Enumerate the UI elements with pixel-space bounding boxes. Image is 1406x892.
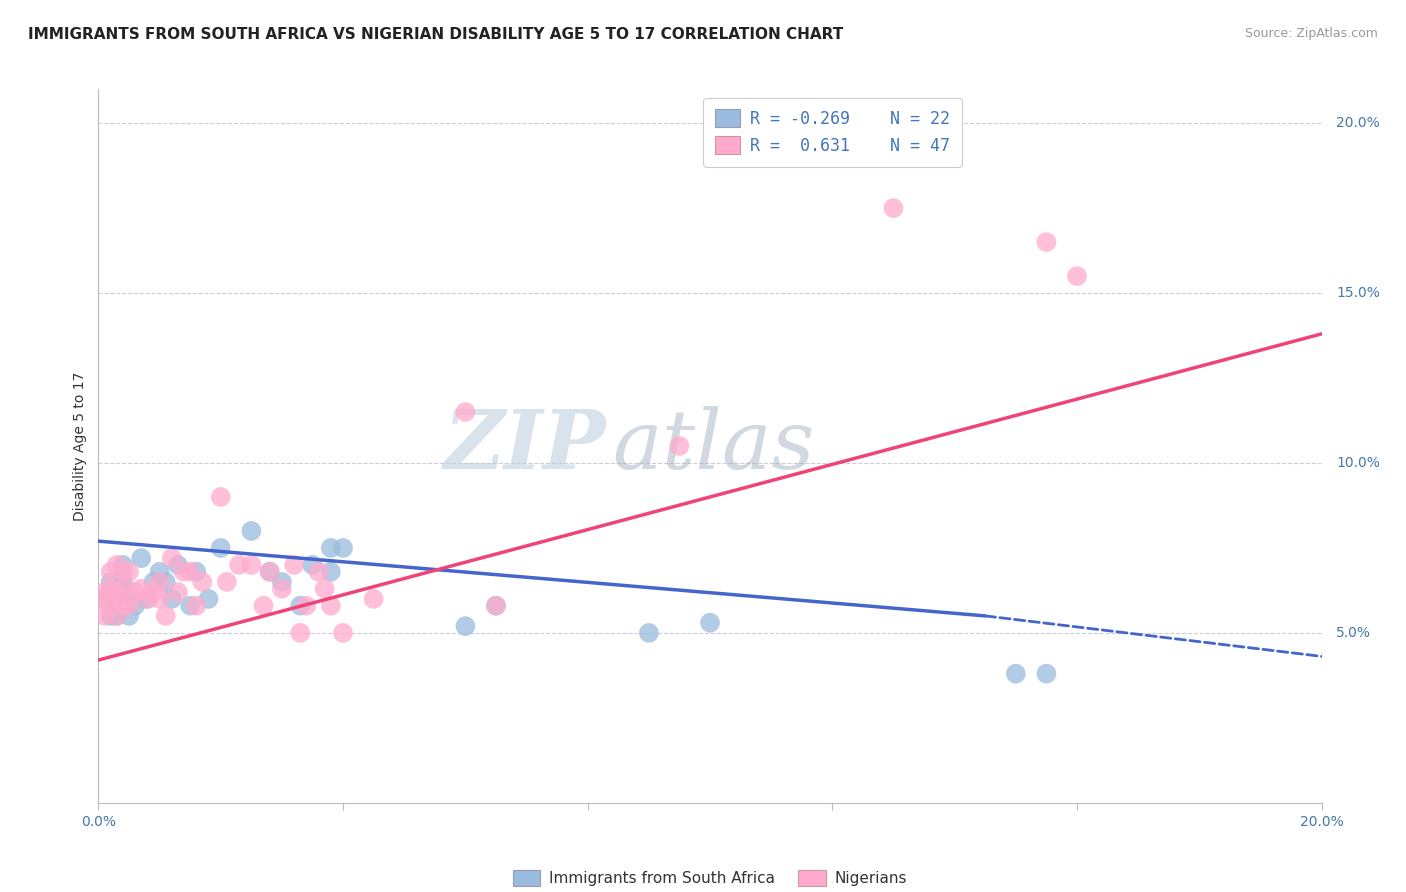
Point [209, 490, 232, 504]
Point [186, 599, 208, 613]
Point [240, 524, 263, 538]
Point [454, 405, 477, 419]
Point [454, 619, 477, 633]
Point [228, 558, 250, 572]
Point [118, 608, 141, 623]
Point [155, 574, 177, 589]
Text: 15.0%: 15.0% [1336, 286, 1381, 300]
Point [1004, 666, 1026, 681]
Point [105, 591, 128, 606]
Point [485, 599, 508, 613]
Point [149, 591, 172, 606]
Point [290, 626, 312, 640]
Point [252, 599, 274, 613]
Point [118, 585, 141, 599]
Y-axis label: Disability Age 5 to 17: Disability Age 5 to 17 [73, 371, 87, 521]
Point [160, 591, 183, 606]
Point [1035, 235, 1057, 249]
Point [308, 565, 330, 579]
Point [167, 558, 190, 572]
Point [100, 582, 122, 596]
Point [319, 599, 342, 613]
Point [160, 551, 183, 566]
Point [111, 558, 134, 572]
Point [363, 591, 385, 606]
Point [319, 541, 342, 555]
Point [240, 558, 263, 572]
Point [93, 585, 115, 599]
Point [283, 558, 305, 572]
Point [197, 591, 219, 606]
Point [332, 541, 354, 555]
Text: Source: ZipAtlas.com: Source: ZipAtlas.com [1244, 27, 1378, 40]
Point [191, 574, 214, 589]
Point [129, 582, 152, 596]
Point [209, 541, 232, 555]
Point [301, 558, 323, 572]
Point [149, 574, 172, 589]
Point [668, 439, 690, 453]
Point [118, 565, 141, 579]
Point [1035, 666, 1057, 681]
Point [124, 599, 146, 613]
Point [270, 582, 292, 596]
Point [319, 565, 342, 579]
Point [100, 608, 122, 623]
Point [136, 591, 159, 606]
Point [173, 565, 195, 579]
Point [93, 591, 115, 606]
Text: 20.0%: 20.0% [1336, 116, 1381, 130]
Point [332, 626, 354, 640]
Point [179, 565, 201, 579]
Point [111, 582, 134, 596]
Legend: Immigrants from South Africa, Nigerians: Immigrants from South Africa, Nigerians [503, 861, 917, 892]
Point [883, 201, 905, 215]
Point [270, 574, 292, 589]
Point [129, 551, 152, 566]
Point [1066, 269, 1088, 284]
Point [100, 565, 122, 579]
Point [259, 565, 281, 579]
Point [259, 565, 281, 579]
Point [142, 574, 165, 589]
Point [100, 574, 122, 589]
Point [155, 608, 177, 623]
Text: IMMIGRANTS FROM SOUTH AFRICA VS NIGERIAN DISABILITY AGE 5 TO 17 CORRELATION CHAR: IMMIGRANTS FROM SOUTH AFRICA VS NIGERIAN… [28, 27, 844, 42]
Point [136, 591, 159, 606]
Point [93, 608, 115, 623]
Point [111, 565, 134, 579]
Point [111, 599, 134, 613]
Text: 5.0%: 5.0% [1336, 626, 1371, 640]
Text: atlas: atlas [612, 406, 814, 486]
Point [105, 585, 128, 599]
Point [314, 582, 336, 596]
Point [186, 565, 208, 579]
Text: ZIP: ZIP [443, 406, 606, 486]
Point [124, 585, 146, 599]
Point [485, 599, 508, 613]
Point [637, 626, 661, 640]
Point [93, 591, 115, 606]
Point [290, 599, 312, 613]
Point [215, 574, 238, 589]
Point [179, 599, 201, 613]
Text: 10.0%: 10.0% [1336, 456, 1381, 470]
Point [142, 585, 165, 599]
Point [105, 608, 128, 623]
Point [118, 599, 141, 613]
Point [105, 608, 128, 623]
Point [699, 615, 721, 630]
Point [167, 585, 190, 599]
Point [295, 599, 318, 613]
Point [149, 565, 172, 579]
Point [100, 599, 122, 613]
Point [111, 574, 134, 589]
Point [105, 558, 128, 572]
